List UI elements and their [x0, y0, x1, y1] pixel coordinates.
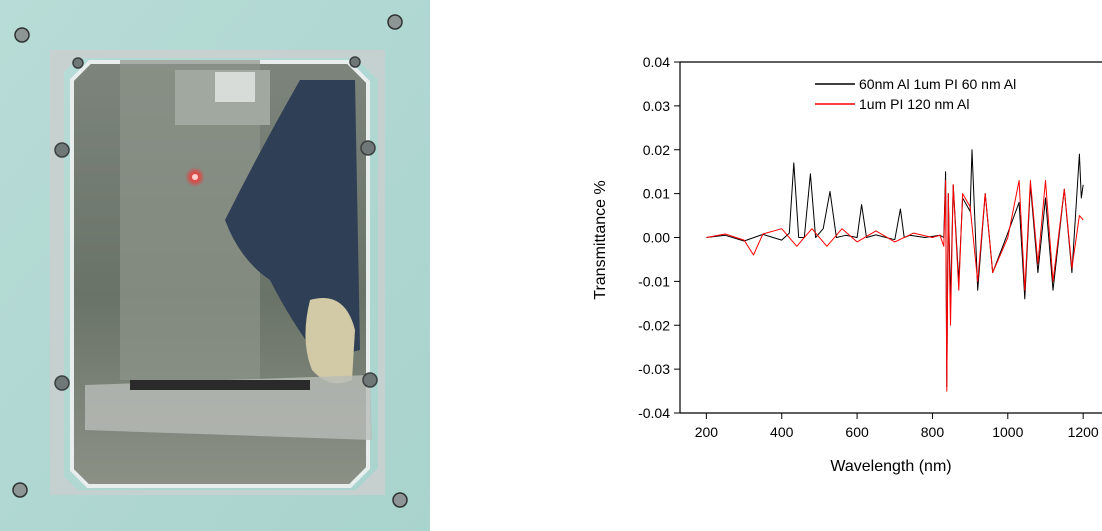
y-tick-label: 0.03 [643, 98, 670, 114]
y-tick-label: -0.01 [638, 273, 670, 289]
reflected-bench [85, 375, 372, 440]
legend-label: 1um PI 120 nm Al [859, 96, 970, 112]
x-tick-label: 400 [770, 424, 794, 440]
reflected-paper [215, 72, 255, 102]
chart-axes: 200 400 600 800 1000 1200 -0.04 -0.03 -0.02 -0.01… [638, 54, 1102, 440]
series-line-2 [706, 180, 1084, 392]
x-tick-label: 800 [921, 424, 945, 440]
reflected-glove [305, 298, 355, 384]
reflected-cable [130, 380, 310, 390]
y-tick-label: -0.02 [638, 317, 670, 333]
y-axis-label: Transmittance % [592, 180, 609, 299]
glovebox-window-photo [0, 0, 430, 531]
series-line-1 [706, 149, 1084, 388]
y-tick-label: -0.04 [638, 405, 670, 421]
x-axis-label: Wavelength (nm) [830, 458, 951, 475]
frame-screws [54, 56, 378, 391]
x-tick-label: 1000 [992, 424, 1023, 440]
transmittance-chart: 200 400 600 800 1000 1200 -0.04 -0.03 -0.02 -0.01… [592, 54, 1102, 475]
reflected-person [225, 80, 360, 360]
y-tick-label: 0.04 [643, 54, 670, 70]
chart-series-layer [706, 149, 1084, 392]
chart-legend: 60nm Al 1um PI 60 nm Al 1um PI 120 nm Al [815, 76, 1016, 112]
x-tick-label: 1200 [1068, 424, 1099, 440]
x-tick-label: 200 [695, 424, 719, 440]
y-tick-label: 0.01 [643, 186, 670, 202]
y-tick-label: -0.03 [638, 361, 670, 377]
x-tick-label: 600 [845, 424, 869, 440]
legend-label: 60nm Al 1um PI 60 nm Al [859, 76, 1016, 92]
y-tick-label: 0.00 [643, 230, 670, 246]
y-tick-label: 0.02 [643, 142, 670, 158]
panel-screws [12, 14, 408, 508]
